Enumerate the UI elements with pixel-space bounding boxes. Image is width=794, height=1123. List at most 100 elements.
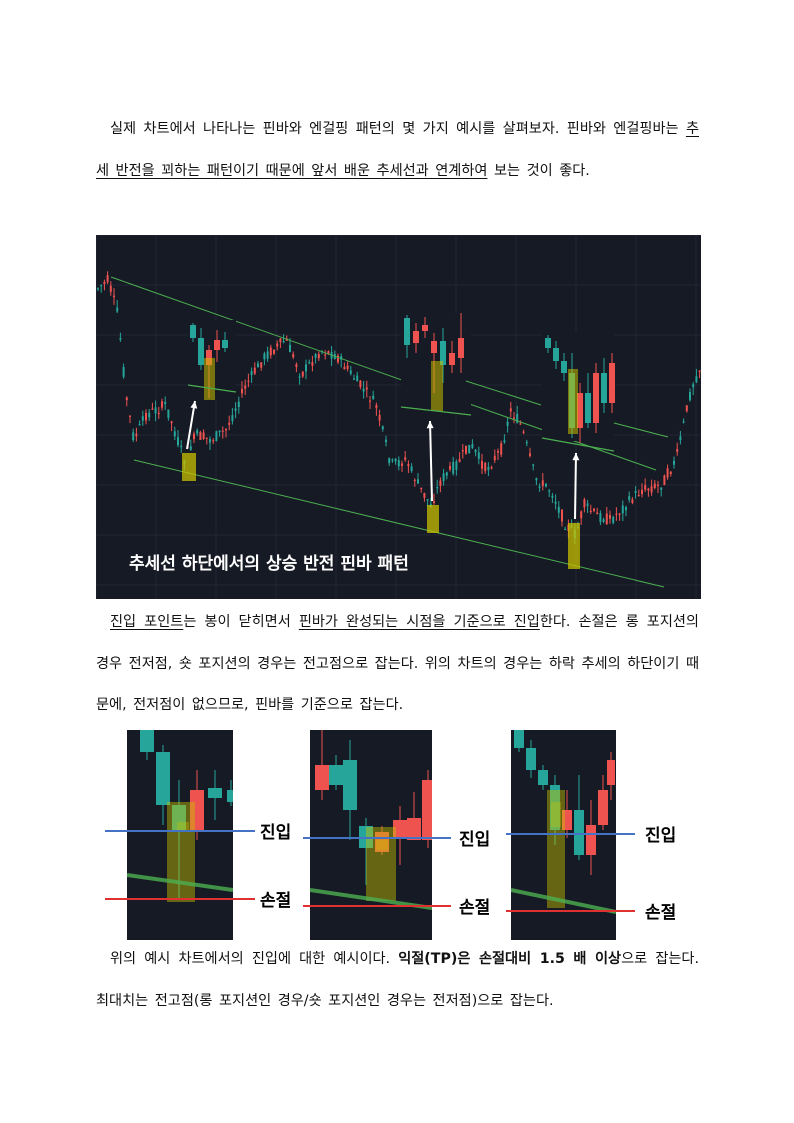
candle-body	[205, 437, 208, 439]
candle-body	[516, 413, 519, 423]
candle-body	[388, 458, 391, 464]
candle-body	[247, 380, 250, 382]
candle-body	[458, 338, 464, 358]
candle-body	[548, 490, 551, 492]
candle-body	[329, 765, 343, 785]
candle-body	[212, 440, 215, 442]
pin-bar-highlight	[427, 505, 439, 533]
entry-example-chart-3	[511, 730, 616, 940]
stop-loss-line-2	[303, 905, 451, 907]
candle-body	[500, 443, 503, 455]
main-chart-caption: 추세선 하단에서의 상승 반전 핀바 패턴	[129, 554, 409, 574]
candle-body	[586, 503, 589, 506]
candle-body	[196, 430, 199, 434]
candle-body	[148, 412, 151, 418]
candle-body	[119, 338, 122, 340]
candle-body	[458, 458, 461, 462]
candle-body	[532, 464, 535, 466]
trendline-segment	[400, 406, 472, 416]
candle-body	[231, 415, 234, 422]
pin-bar-highlight	[376, 840, 388, 850]
candle-body	[497, 450, 499, 453]
candle-body	[519, 423, 522, 425]
candle-body	[263, 353, 266, 360]
candle-body	[221, 430, 224, 432]
candle-body	[562, 810, 572, 830]
candle-body	[474, 449, 477, 453]
candle-body	[132, 432, 135, 441]
candle-body	[266, 351, 269, 359]
candle-body	[269, 347, 272, 356]
candle-body	[605, 513, 608, 525]
pin-bar-highlight	[568, 523, 580, 569]
candle-body	[103, 281, 106, 285]
candle-body	[129, 415, 131, 417]
candle-body	[215, 431, 218, 441]
paragraph-take-profit: 위의 예시 차트에서의 진입에 대한 예시이다. 익절(TP)은 손절대비 1.…	[96, 939, 699, 1022]
candle-body	[607, 760, 615, 785]
candle-body	[317, 354, 320, 359]
candle-body	[365, 387, 368, 390]
candle-body	[161, 401, 163, 408]
candle-body	[602, 519, 605, 523]
candle-body	[692, 384, 695, 388]
candle-body	[618, 513, 621, 515]
candle-body	[442, 473, 445, 481]
paragraph-entry: 진입 포인트는 봉이 닫히면서 핀바가 완성되는 시점을 기준으로 진입한다. …	[96, 602, 699, 727]
candle-body	[106, 275, 109, 283]
candle-body	[679, 436, 682, 440]
candle-body	[647, 488, 650, 491]
candle-body	[641, 489, 643, 495]
entry-example-canvas-2	[310, 730, 432, 910]
candle-body	[222, 340, 228, 348]
main-chart: 추세선 하단에서의 상승 반전 핀바 패턴	[96, 235, 701, 599]
candle-body	[545, 483, 547, 487]
entry-example-canvas-1	[127, 730, 233, 902]
candle-body	[436, 487, 439, 489]
candle-body	[407, 818, 421, 840]
trendline-segment	[613, 422, 669, 438]
candle-body	[164, 401, 167, 405]
paragraph-intro-text: 실제 차트에서 나타나는 핀바와 엔걸핑 패턴의 몇 가지 예시를 살펴보자. …	[110, 121, 686, 137]
candle-body	[141, 416, 144, 421]
candle-body	[206, 350, 212, 365]
pin-bar-highlight	[568, 369, 578, 434]
candle-body	[356, 375, 359, 382]
candle-body	[481, 460, 483, 469]
candle-body	[585, 393, 591, 423]
arrow-icon	[186, 400, 196, 450]
candle-body	[253, 367, 256, 374]
candle-body	[241, 388, 243, 394]
underlined-phrase: 추세 반전을 꾀하는 패턴이기 때문에 앞서 배운 추세선과 연계하여	[96, 121, 699, 179]
candle-body	[218, 430, 221, 432]
candle-body	[404, 318, 410, 345]
candle-body	[100, 284, 103, 287]
candle-body	[628, 496, 631, 500]
candle-body	[660, 487, 663, 490]
candle-body	[577, 393, 583, 428]
candle-body	[156, 752, 170, 805]
candle-body	[295, 364, 298, 368]
candle-body	[172, 805, 186, 830]
candle-body	[244, 385, 247, 389]
candle-body	[109, 285, 112, 292]
candle-body	[698, 370, 701, 372]
candle-body	[311, 362, 314, 366]
candle-body	[97, 288, 99, 290]
candle-body	[423, 492, 426, 498]
candle-body	[208, 788, 222, 798]
candle-body	[695, 376, 698, 383]
candle-body	[276, 343, 279, 347]
candle-body	[324, 354, 327, 356]
candle-body	[471, 444, 474, 449]
candle-body	[349, 370, 352, 374]
pin-bar-highlight	[551, 802, 561, 827]
candle-body	[426, 499, 429, 501]
candle-body	[593, 373, 599, 423]
candle-body	[145, 412, 147, 421]
pin-bar-highlight	[204, 358, 215, 400]
candle-body	[522, 431, 525, 433]
candle-body	[634, 491, 637, 493]
entry-line-1	[105, 830, 255, 832]
candle-body	[685, 405, 688, 412]
